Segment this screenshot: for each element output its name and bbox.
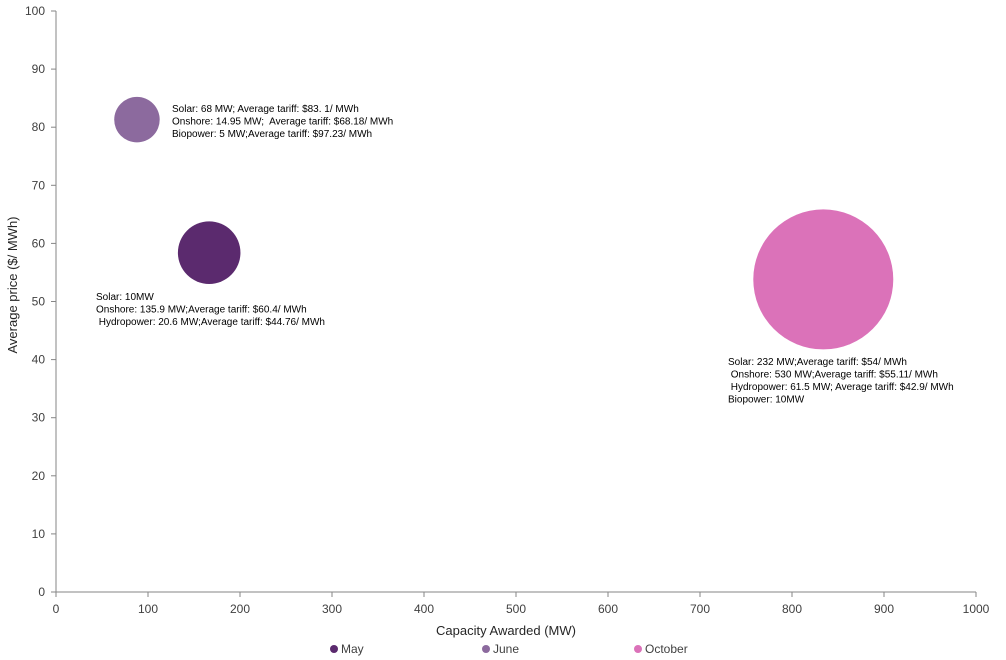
x-tick-label: 100	[138, 602, 158, 616]
annotations: Solar: 10MW Onshore: 135.9 MW;Average tar…	[96, 104, 954, 406]
legend-marker-may	[330, 645, 338, 653]
annotation-line: Hydropower: 61.5 MW; Average tariff: $42…	[728, 382, 954, 393]
y-tick-label: 10	[32, 527, 46, 541]
annotation-june: Solar: 68 MW; Average tariff: $83. 1/ MW…	[172, 104, 393, 140]
legend-marker-october	[634, 645, 642, 653]
y-tick-label: 100	[25, 4, 45, 18]
x-axis: 0 100 200 300 400 500 600 700 800 900 1000	[53, 591, 990, 616]
annotation-line: Solar: 232 MW;Average tariff: $54/ MWh	[728, 357, 907, 368]
bubble-october	[753, 209, 894, 350]
x-axis-title: Capacity Awarded (MW)	[436, 623, 576, 638]
y-tick-label: 30	[32, 411, 46, 425]
y-tick-label: 80	[32, 120, 46, 134]
x-tick-label: 300	[322, 602, 342, 616]
x-tick-label: 700	[690, 602, 710, 616]
bubbles	[114, 96, 894, 350]
annotation-line: Hydropower: 20.6 MW;Average tariff: $44.…	[96, 317, 325, 328]
y-axis-title: Average price ($/ MWh)	[5, 216, 20, 353]
x-tick-label: 900	[874, 602, 894, 616]
x-tick-label: 400	[414, 602, 434, 616]
x-tick-label: 500	[506, 602, 526, 616]
legend-marker-june	[482, 645, 490, 653]
x-tick-label: 0	[53, 602, 60, 616]
y-tick-label: 20	[32, 469, 46, 483]
annotation-line: Solar: 10MW	[96, 292, 154, 303]
y-tick-label: 60	[32, 236, 46, 250]
legend-label-october: October	[645, 642, 688, 656]
legend-label-may: May	[341, 642, 364, 656]
legend: May June October	[330, 642, 688, 656]
y-tick-label: 70	[32, 178, 46, 192]
annotation-line: Onshore: 530 MW;Average tariff: $55.11/ …	[728, 370, 938, 381]
annotation-line: Solar: 68 MW; Average tariff: $83. 1/ MW…	[172, 104, 359, 115]
y-tick-label: 50	[32, 295, 46, 309]
y-axis: 0 10 20 30 40 50 60 70 80 90 100	[25, 4, 57, 599]
annotation-line: Biopower: 10MW	[728, 395, 805, 406]
annotation-line: Biopower: 5 MW;Average tariff: $97.23/ M…	[172, 129, 372, 140]
x-tick-label: 1000	[963, 602, 990, 616]
x-tick-label: 800	[782, 602, 802, 616]
x-tick-label: 200	[230, 602, 250, 616]
y-tick-label: 0	[38, 585, 45, 599]
bubble-june	[114, 96, 160, 143]
y-tick-label: 40	[32, 353, 46, 367]
y-tick-label: 90	[32, 62, 46, 76]
x-tick-label: 600	[598, 602, 618, 616]
annotation-line: Onshore: 135.9 MW;Average tariff: $60.4/…	[96, 305, 307, 316]
legend-label-june: June	[493, 642, 519, 656]
annotation-line: Onshore: 14.95 MW; Average tariff: $68.1…	[172, 117, 393, 128]
annotation-october: Solar: 232 MW;Average tariff: $54/ MWh O…	[728, 357, 954, 406]
annotation-may: Solar: 10MW Onshore: 135.9 MW;Average tar…	[96, 292, 325, 328]
bubble-may	[177, 221, 241, 284]
